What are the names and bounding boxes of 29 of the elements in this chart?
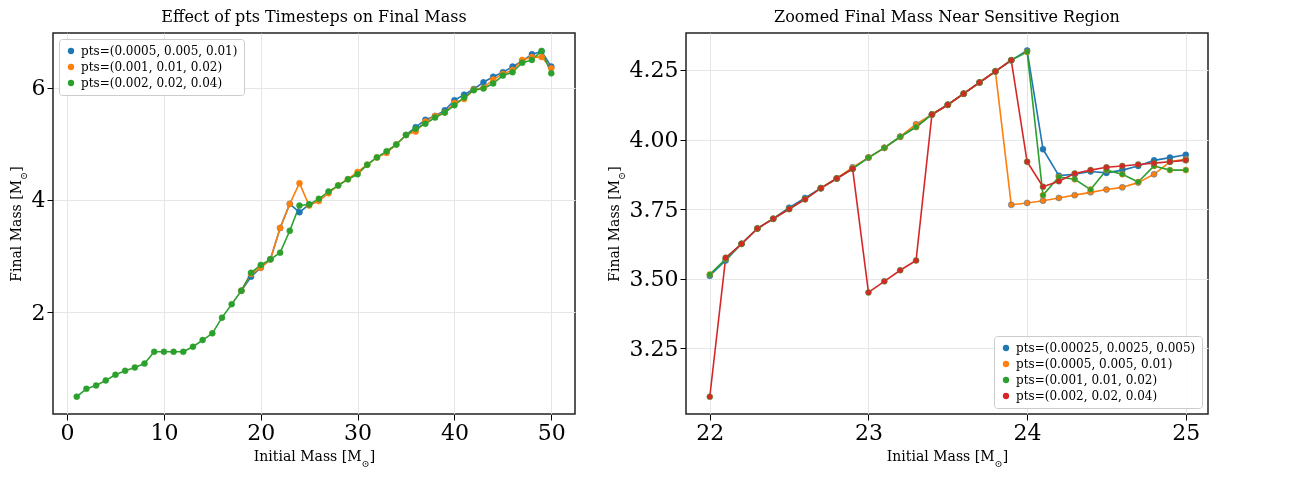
y-tick-label: 2 bbox=[31, 299, 46, 325]
x-tick-label: 10 bbox=[150, 419, 179, 445]
x-tick-label: 40 bbox=[440, 419, 469, 445]
y-tick-label: 4 bbox=[31, 187, 46, 213]
y-tick-label: 6 bbox=[31, 75, 46, 101]
x-tick-label: 0 bbox=[60, 419, 75, 445]
x-tick-label: 50 bbox=[537, 419, 566, 445]
legend-label: pts=(0.002, 0.02, 0.04) bbox=[81, 76, 223, 90]
x-tick-label: 23 bbox=[854, 419, 883, 445]
legend-label: pts=(0.00025, 0.0025, 0.005) bbox=[1016, 341, 1196, 355]
chart-title: Zoomed Final Mass Near Sensitive Region bbox=[774, 7, 1120, 26]
x-tick-label: 22 bbox=[696, 419, 725, 445]
y-tick-label: 3.75 bbox=[629, 196, 679, 222]
y-tick-label: 3.50 bbox=[629, 266, 679, 292]
legend-label: pts=(0.0005, 0.005, 0.01) bbox=[81, 44, 238, 58]
x-tick-label: 20 bbox=[247, 419, 276, 445]
x-tick-label: 30 bbox=[344, 419, 373, 445]
x-axis-title: Initial Mass [M$_{⊙}$] bbox=[253, 447, 376, 468]
y-tick-label: 4.25 bbox=[629, 57, 679, 83]
legend-label: pts=(0.002, 0.02, 0.04) bbox=[1016, 389, 1158, 403]
legend-label: pts=(0.0005, 0.005, 0.01) bbox=[1016, 357, 1173, 371]
chart-title: Effect of pts Timesteps on Final Mass bbox=[161, 7, 467, 26]
x-tick-label: 25 bbox=[1172, 419, 1201, 445]
legend-label: pts=(0.001, 0.01, 0.02) bbox=[1016, 373, 1158, 387]
y-tick-label: 4.00 bbox=[629, 127, 679, 153]
x-axis-title: Initial Mass [M$_{⊙}$] bbox=[886, 447, 1009, 468]
x-tick-label: 24 bbox=[1013, 419, 1042, 445]
legend-label: pts=(0.001, 0.01, 0.02) bbox=[81, 60, 223, 74]
y-tick-label: 3.25 bbox=[629, 335, 679, 361]
